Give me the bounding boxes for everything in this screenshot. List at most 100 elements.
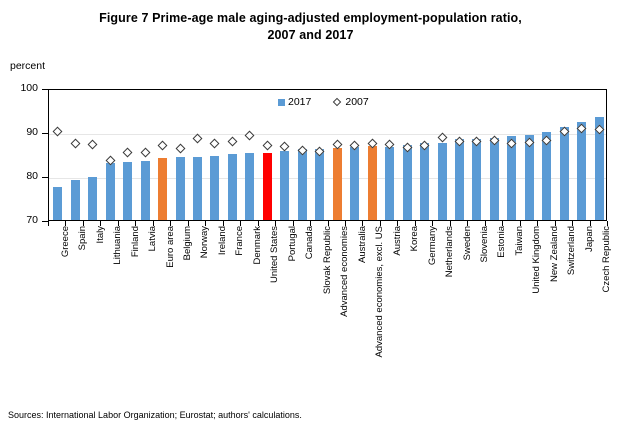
x-tick-mark xyxy=(485,221,486,226)
x-axis-label-ireland: Ireland xyxy=(216,226,228,256)
marker-estonia xyxy=(489,135,500,146)
x-tick-mark xyxy=(555,221,556,226)
figure-title-line1: Figure 7 Prime-age male aging-adjusted e… xyxy=(99,11,522,25)
bar-france xyxy=(227,154,237,220)
bar-switzerland xyxy=(559,126,569,220)
x-tick-mark xyxy=(415,221,416,226)
x-axis-label-denmark: Denmark xyxy=(251,226,263,265)
marker-united-states xyxy=(262,140,273,151)
x-tick-mark xyxy=(397,221,398,226)
x-tick-mark xyxy=(100,221,101,226)
x-axis-label-belgium: Belgium xyxy=(182,226,194,261)
x-axis-label-advanced-economies-excl-us: Advanced economies, excl. US xyxy=(374,226,386,358)
x-tick-mark xyxy=(65,221,66,226)
x-tick-mark xyxy=(48,221,49,226)
y-tick-label-90: 90 xyxy=(26,126,38,138)
marker-japan xyxy=(576,123,587,134)
bar-advanced-economies-excl-us xyxy=(367,145,377,220)
bar-canada xyxy=(297,149,307,220)
x-tick-mark xyxy=(258,221,259,226)
marker-slovak-republic xyxy=(314,146,325,157)
marker-greece xyxy=(52,126,63,137)
x-axis-label-australia: Australia xyxy=(356,226,368,263)
marker-slovenia xyxy=(472,136,482,147)
gridline-90 xyxy=(49,134,606,135)
bar-denmark xyxy=(245,152,255,220)
bar-lithuania xyxy=(105,163,115,220)
x-axis-label-austria: Austria xyxy=(391,226,403,256)
x-tick-mark xyxy=(188,221,189,226)
sources-note: Sources: International Labor Organizatio… xyxy=(8,410,302,420)
marker-france xyxy=(227,136,238,147)
marker-netherlands xyxy=(437,132,447,143)
marker-czech-republic xyxy=(594,124,605,135)
bar-slovenia xyxy=(472,139,482,220)
marker-denmark xyxy=(244,130,255,141)
bar-advanced-economies xyxy=(332,148,342,220)
x-tick-mark xyxy=(502,221,503,226)
marker-united-kingdom xyxy=(524,137,535,148)
plot-area xyxy=(48,89,607,221)
marker-ireland xyxy=(210,138,220,149)
marker-latvia xyxy=(140,147,151,157)
x-tick-mark xyxy=(607,221,608,226)
x-tick-mark xyxy=(293,221,294,226)
marker-euro-area xyxy=(157,140,168,151)
x-axis-label-japan: Japan xyxy=(583,226,595,252)
bar-new-zealand xyxy=(542,132,552,220)
y-tick-mark-90 xyxy=(42,133,48,134)
x-axis-label-korea: Korea xyxy=(409,226,421,252)
bar-austria xyxy=(385,147,395,220)
bar-slovak-republic xyxy=(315,149,325,220)
bar-korea xyxy=(402,144,412,220)
x-axis-label-norway: Norway xyxy=(199,226,211,259)
x-axis-label-italy: Italy xyxy=(94,226,106,244)
bar-spain xyxy=(70,179,80,220)
bar-ireland xyxy=(210,156,220,220)
bar-japan xyxy=(577,122,587,220)
y-tick-mark-100 xyxy=(42,89,48,90)
x-axis-label-advanced-economies: Advanced economies xyxy=(339,226,351,317)
legend-item-2017: 2017 xyxy=(278,96,311,108)
figure-title: Figure 7 Prime-age male aging-adjusted e… xyxy=(0,10,621,44)
y-tick-label-70: 70 xyxy=(26,214,38,226)
marker-portugal xyxy=(279,141,290,152)
x-tick-mark xyxy=(83,221,84,226)
x-axis-label-france: France xyxy=(234,226,246,256)
x-axis-label-sweden: Sweden xyxy=(461,226,473,261)
x-axis-label-united-states: United States xyxy=(269,226,281,284)
legend-bar-swatch-icon xyxy=(278,98,285,106)
x-tick-mark xyxy=(432,221,433,226)
marker-finland xyxy=(122,147,133,158)
marker-sweden xyxy=(454,136,465,147)
x-tick-mark xyxy=(153,221,154,226)
marker-korea xyxy=(402,142,413,153)
x-axis-label-spain: Spain xyxy=(77,226,89,251)
x-axis-label-taiwan: Taiwan xyxy=(513,226,525,256)
bars-layer xyxy=(49,90,606,220)
legend-label-2017: 2017 xyxy=(288,96,312,108)
x-axis-ticks xyxy=(48,221,608,226)
y-tick-mark-80 xyxy=(42,177,48,178)
legend-diamond-marker-icon xyxy=(333,97,342,107)
x-axis-label-lithuania: Lithuania xyxy=(112,226,124,265)
marker-new-zealand xyxy=(541,135,552,146)
x-tick-mark xyxy=(328,221,329,226)
x-tick-mark xyxy=(520,221,521,226)
x-axis-label-latvia: Latvia xyxy=(147,226,159,252)
marker-belgium xyxy=(175,143,185,154)
bar-euro-area xyxy=(158,157,168,220)
x-axis-label-netherlands: Netherlands xyxy=(444,226,456,278)
x-tick-mark xyxy=(590,221,591,226)
bar-greece xyxy=(53,187,63,220)
bar-australia xyxy=(350,147,360,220)
x-tick-mark xyxy=(310,221,311,226)
gridline-80 xyxy=(49,178,606,179)
x-axis-label-greece: Greece xyxy=(59,226,71,258)
x-tick-mark xyxy=(537,221,538,226)
bar-estonia xyxy=(489,138,499,220)
x-axis-label-switzerland: Switzerland xyxy=(566,226,578,276)
x-tick-mark xyxy=(450,221,451,226)
legend-item-2007: 2007 xyxy=(333,96,369,108)
